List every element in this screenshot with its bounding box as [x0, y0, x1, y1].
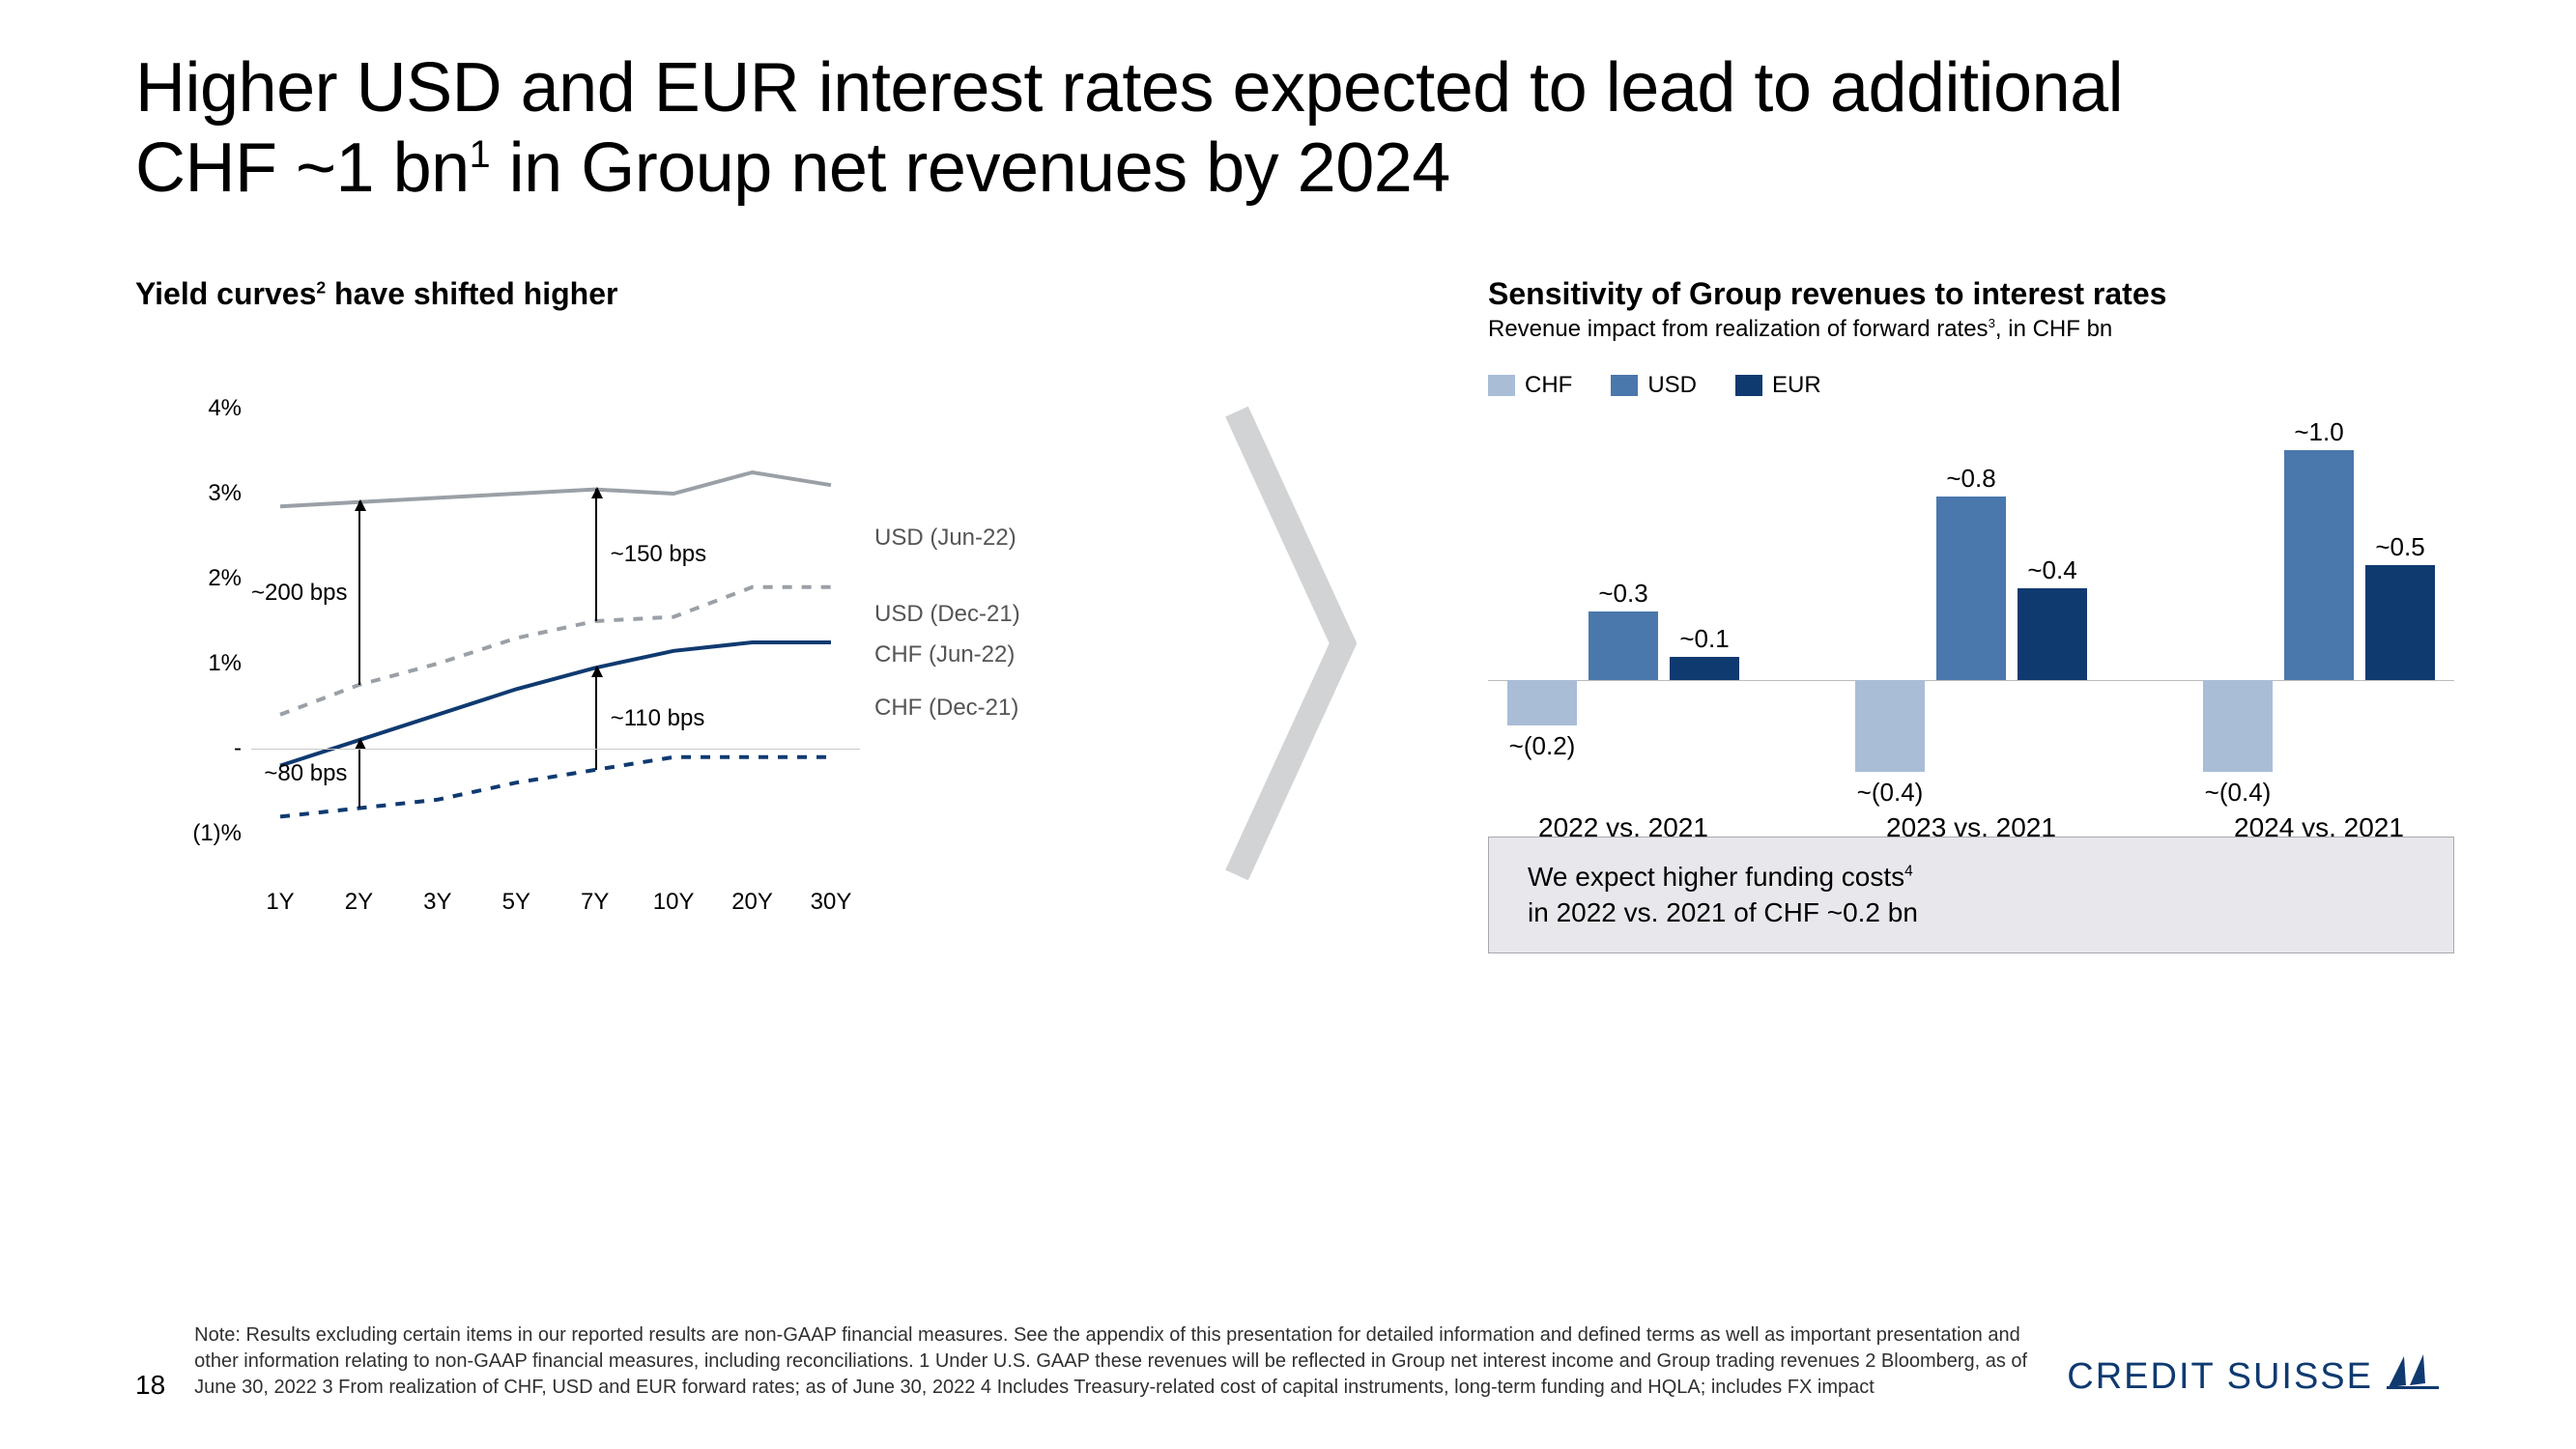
bar [1855, 680, 1925, 772]
legend-label: EUR [1772, 372, 1821, 399]
series-label: USD (Dec-21) [874, 601, 1020, 628]
legend-item: EUR [1735, 372, 1821, 399]
footnote-ref-4: 4 [1904, 863, 1913, 879]
legend-item: USD [1611, 372, 1697, 399]
shift-arrow-icon [358, 740, 360, 808]
bar [2284, 450, 2354, 680]
shift-arrow-icon [595, 489, 597, 620]
x-axis-label: 1Y [266, 889, 294, 916]
title-line-2: CHF ~1 bn1 in Group net revenues by 2024 [135, 128, 2441, 209]
shift-annotation: ~110 bps [611, 705, 705, 732]
footnote-ref-1: 1 [470, 133, 491, 176]
bar-chart-legend: CHF USD EUR [1488, 372, 2474, 399]
bar [2365, 565, 2435, 680]
slide-footer: 18 Note: Results excluding certain items… [135, 1322, 2441, 1401]
legend-item: CHF [1488, 372, 1572, 399]
x-axis-label: 10Y [653, 889, 695, 916]
brand-logo: CREDIT SUISSE [2067, 1352, 2441, 1401]
bar-value-label: ~0.1 [1679, 624, 1729, 654]
yield-curves-heading: Yield curves2 have shifted higher [135, 276, 1217, 312]
sensitivity-heading: Sensitivity of Group revenues to interes… [1488, 276, 2474, 312]
footnote-text: Note: Results excluding certain items in… [194, 1322, 2067, 1401]
legend-swatch [1611, 375, 1638, 396]
yield-curve-line [280, 756, 831, 816]
bar [2018, 588, 2087, 680]
bar-value-label: ~0.3 [1598, 579, 1647, 609]
y-axis-label: 4% [174, 395, 242, 422]
bar-value-label: ~1.0 [2294, 417, 2343, 447]
yield-curves-panel: Yield curves2 have shifted higher 4% 3% 2%… [135, 276, 1217, 872]
bar-value-label: ~(0.4) [1857, 778, 1924, 808]
legend-swatch [1488, 375, 1515, 396]
shift-arrow-icon [595, 668, 597, 770]
legend-label: CHF [1525, 372, 1572, 399]
brand-text: CREDIT SUISSE [2067, 1356, 2373, 1398]
shift-arrow-icon [358, 501, 360, 684]
yield-curve-line [280, 586, 831, 714]
series-label: CHF (Jun-22) [874, 641, 1015, 668]
zero-axis-line [1488, 680, 2454, 681]
y-axis-label: 3% [174, 480, 242, 507]
bar [1936, 497, 2006, 680]
funding-costs-callout: We expect higher funding costs4 in 2022 … [1488, 837, 2454, 954]
y-axis-label: - [174, 735, 242, 762]
x-axis-label: 5Y [502, 889, 530, 916]
bar-value-label: ~(0.4) [2205, 778, 2272, 808]
bar [2203, 680, 2273, 772]
chevron-divider-icon [1217, 392, 1372, 895]
bar [1670, 657, 1739, 680]
brand-sails-icon [2387, 1352, 2441, 1401]
legend-swatch [1735, 375, 1762, 396]
zero-axis-line [251, 749, 860, 750]
title-line-1: Higher USD and EUR interest rates expect… [135, 48, 2441, 128]
sensitivity-bar-chart: ~(0.2)~0.3~0.12022 vs. 2021~(0.4)~0.8~0.… [1488, 428, 2454, 795]
y-axis-label: (1)% [174, 820, 242, 847]
x-axis-label: 2Y [345, 889, 373, 916]
page-number: 18 [135, 1370, 165, 1401]
shift-annotation: ~200 bps [251, 580, 347, 607]
shift-annotation: ~80 bps [264, 760, 347, 787]
y-axis-label: 2% [174, 565, 242, 592]
slide-title: Higher USD and EUR interest rates expect… [135, 48, 2441, 209]
series-label: CHF (Dec-21) [874, 695, 1018, 722]
series-label: USD (Jun-22) [874, 525, 1016, 552]
bar-value-label: ~(0.2) [1509, 731, 1576, 761]
x-axis-label: 7Y [581, 889, 609, 916]
x-axis-label: 20Y [731, 889, 773, 916]
yield-curves-chart: 4%3%2%1%-(1)% ~200 bps~150 bps~80 bps~11… [174, 409, 947, 872]
y-axis-label: 1% [174, 650, 242, 677]
shift-annotation: ~150 bps [611, 541, 706, 568]
bar-value-label: ~0.8 [1946, 464, 1995, 494]
footnote-ref-3: 3 [1989, 316, 1995, 330]
bar-value-label: ~0.4 [2027, 555, 2076, 585]
sensitivity-subheading: Revenue impact from realization of forwa… [1488, 316, 2474, 343]
sensitivity-panel: Sensitivity of Group revenues to interes… [1488, 276, 2474, 795]
bar [1507, 680, 1577, 726]
x-axis-label: 30Y [811, 889, 852, 916]
legend-label: USD [1647, 372, 1697, 399]
x-axis-label: 3Y [423, 889, 451, 916]
bar [1589, 611, 1658, 680]
footnote-ref-2: 2 [316, 277, 326, 297]
bar-value-label: ~0.5 [2375, 532, 2424, 562]
